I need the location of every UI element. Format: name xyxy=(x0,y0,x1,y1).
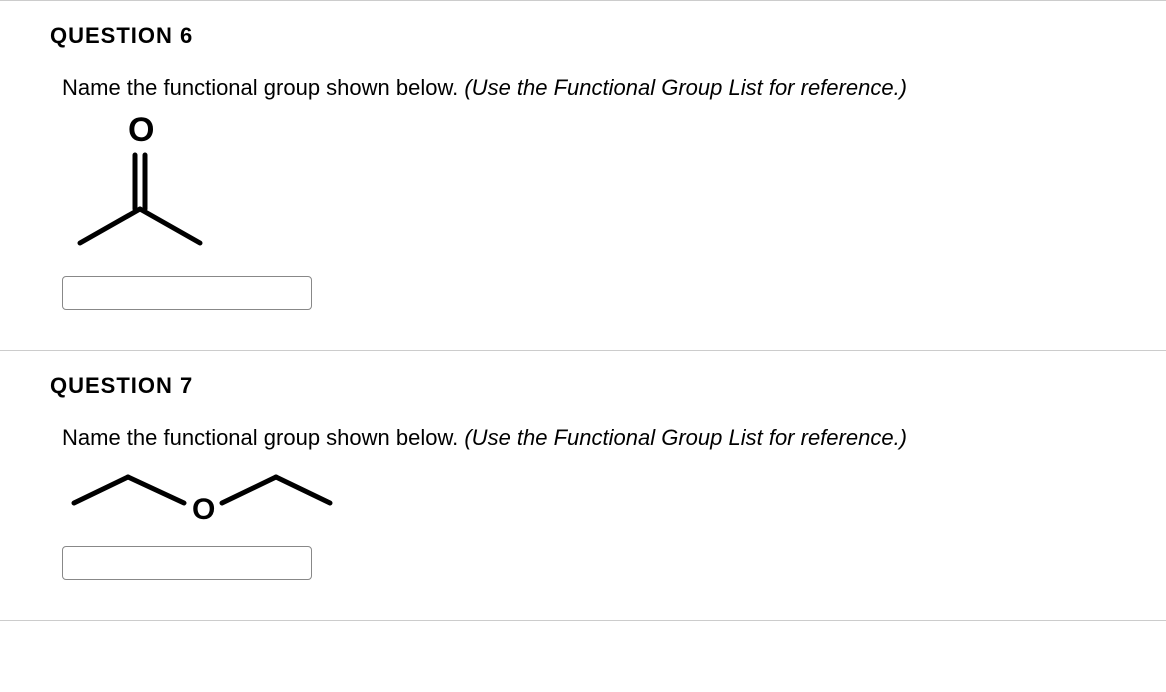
chemical-structure: O xyxy=(62,113,222,263)
question-prompt: Name the functional group shown below. (… xyxy=(62,425,1116,451)
prompt-hint: (Use the Functional Group List for refer… xyxy=(464,425,907,450)
structure-image: O xyxy=(62,113,1116,268)
question-title: QUESTION 6 xyxy=(50,23,1116,49)
prompt-text: Name the functional group shown below. xyxy=(62,75,464,100)
questions-container: QUESTION 6 Name the functional group show… xyxy=(0,0,1166,621)
prompt-text: Name the functional group shown below. xyxy=(62,425,464,450)
svg-text:O: O xyxy=(128,113,154,149)
svg-text:O: O xyxy=(192,493,215,526)
answer-input[interactable] xyxy=(62,546,312,580)
structure-image: O xyxy=(62,463,1116,538)
prompt-hint: (Use the Functional Group List for refer… xyxy=(464,75,907,100)
answer-input[interactable] xyxy=(62,276,312,310)
question-block: QUESTION 6 Name the functional group show… xyxy=(0,0,1166,350)
question-title: QUESTION 7 xyxy=(50,373,1116,399)
question-prompt: Name the functional group shown below. (… xyxy=(62,75,1116,101)
chemical-structure: O xyxy=(62,463,342,533)
question-block: QUESTION 7 Name the functional group show… xyxy=(0,350,1166,621)
